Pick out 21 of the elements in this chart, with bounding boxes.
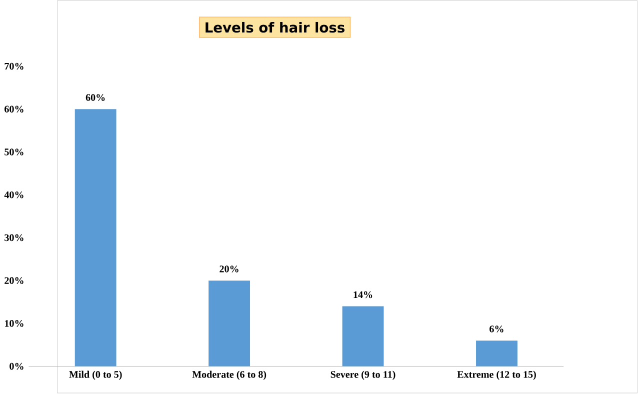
x-tick-label: Mild (0 to 5) — [69, 370, 122, 380]
data-label: 14% — [354, 291, 372, 298]
y-tick-label: 60% — [4, 106, 24, 113]
data-label: 20% — [220, 266, 238, 273]
x-tick-label: Extreme (12 to 15) — [457, 370, 536, 380]
y-tick-label: 20% — [4, 277, 24, 284]
data-label: 6% — [490, 326, 504, 333]
bar — [476, 340, 518, 366]
y-tick-label: 30% — [4, 234, 24, 242]
bar — [74, 109, 116, 366]
x-tick-label: Severe (9 to 11) — [330, 370, 396, 380]
x-tick-label: Moderate (6 to 8) — [192, 370, 266, 380]
y-tick-label: 10% — [5, 320, 24, 328]
data-label: 60% — [86, 94, 105, 102]
bar — [342, 306, 384, 366]
y-tick-label: 40% — [4, 192, 24, 198]
chart-title: Levels of hair loss — [206, 22, 344, 33]
y-tick-label: 0% — [10, 363, 24, 370]
y-tick-label: 50% — [4, 148, 24, 156]
bar — [208, 280, 250, 366]
y-tick-label: 70% — [4, 63, 24, 70]
